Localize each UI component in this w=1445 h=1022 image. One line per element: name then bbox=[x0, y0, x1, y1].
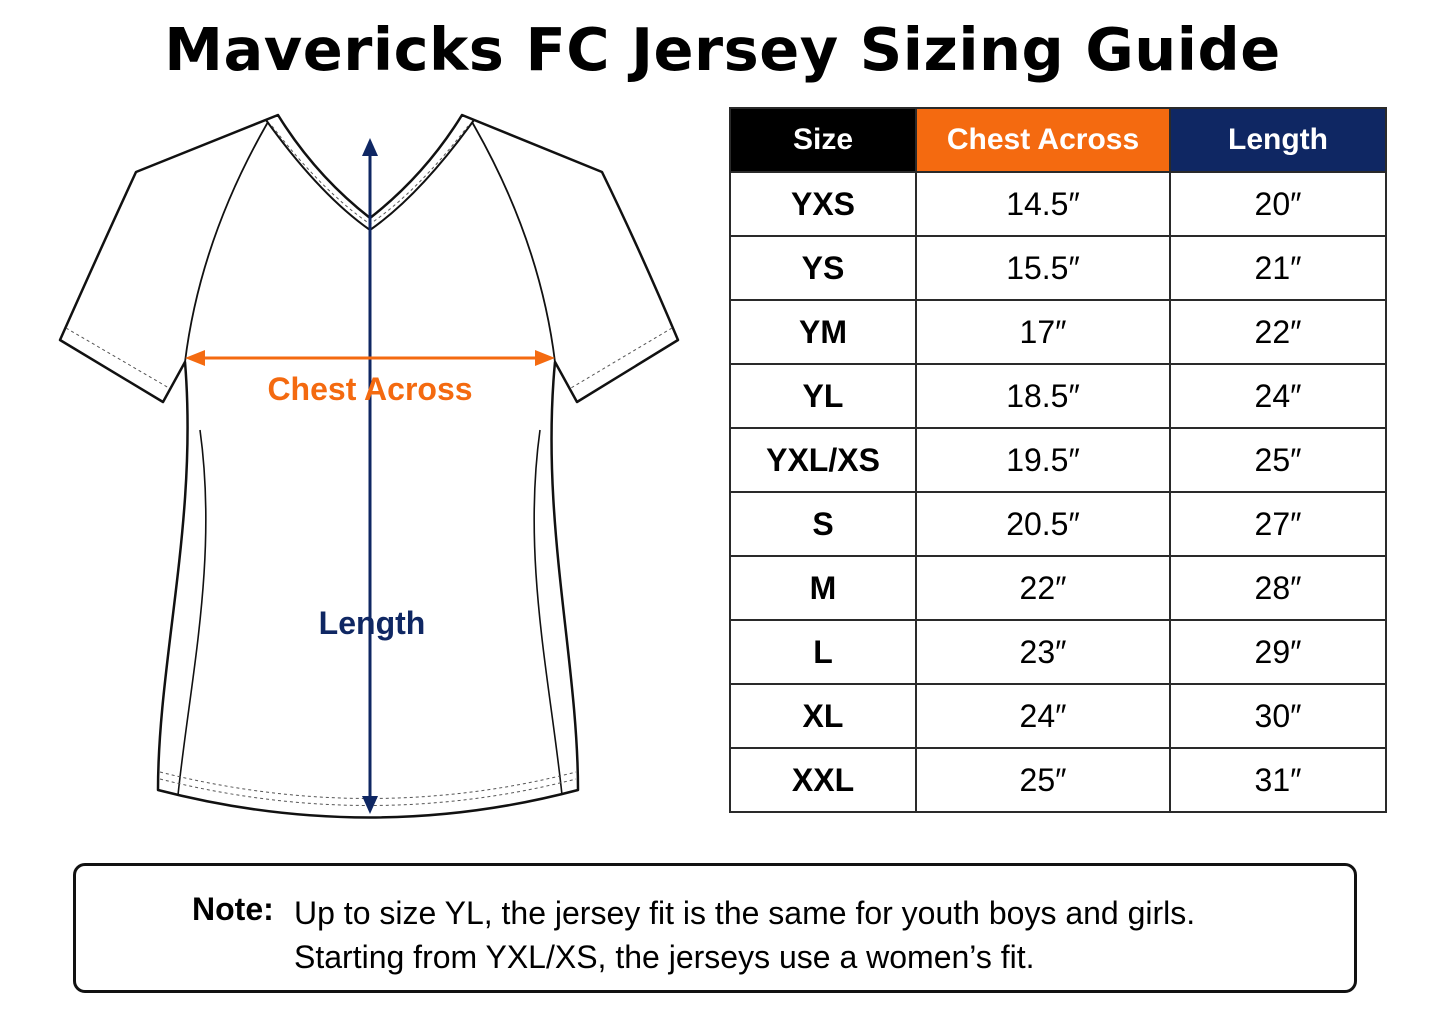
chest-cell: 24″ bbox=[915, 683, 1171, 749]
header-chest-across: Chest Across bbox=[915, 107, 1171, 173]
size-cell: YL bbox=[729, 363, 917, 429]
length-cell: 25″ bbox=[1169, 427, 1387, 493]
size-cell: YXL/XS bbox=[729, 427, 917, 493]
raglan-seam-right bbox=[471, 121, 556, 363]
table-row: M 22″ 28″ bbox=[729, 555, 1387, 621]
header-length: Length bbox=[1169, 107, 1387, 173]
note-line-2: Starting from YXL/XS, the jerseys use a … bbox=[294, 939, 1035, 975]
length-cell: 24″ bbox=[1169, 363, 1387, 429]
note-line-1: Up to size YL, the jersey fit is the sam… bbox=[294, 895, 1196, 931]
size-cell: M bbox=[729, 555, 917, 621]
chest-cell: 19.5″ bbox=[915, 427, 1171, 493]
length-label: Length bbox=[319, 605, 426, 641]
chest-cell: 25″ bbox=[915, 747, 1171, 813]
table-row: S 20.5″ 27″ bbox=[729, 491, 1387, 557]
length-cell: 30″ bbox=[1169, 683, 1387, 749]
side-panel-right bbox=[533, 429, 563, 796]
size-cell: XL bbox=[729, 683, 917, 749]
chest-cell: 23″ bbox=[915, 619, 1171, 685]
chest-cell: 17″ bbox=[915, 299, 1171, 365]
table-row: XL 24″ 30″ bbox=[729, 683, 1387, 749]
chest-cell: 22″ bbox=[915, 555, 1171, 621]
chest-cell: 20.5″ bbox=[915, 491, 1171, 557]
length-cell: 29″ bbox=[1169, 619, 1387, 685]
chest-arrow bbox=[185, 350, 555, 366]
length-cell: 22″ bbox=[1169, 299, 1387, 365]
size-cell: S bbox=[729, 491, 917, 557]
chest-across-label: Chest Across bbox=[267, 371, 472, 407]
note-text: Up to size YL, the jersey fit is the sam… bbox=[294, 891, 1195, 979]
table-row: YM 17″ 22″ bbox=[729, 299, 1387, 365]
table-row: L 23″ 29″ bbox=[729, 619, 1387, 685]
chest-cell: 14.5″ bbox=[915, 171, 1171, 237]
size-table: Size Chest Across Length YXS 14.5″ 20″ Y… bbox=[729, 107, 1387, 813]
table-row: XXL 25″ 31″ bbox=[729, 747, 1387, 813]
jersey-diagram: Chest Across Length bbox=[58, 113, 680, 819]
length-cell: 27″ bbox=[1169, 491, 1387, 557]
length-cell: 21″ bbox=[1169, 235, 1387, 301]
size-cell: YM bbox=[729, 299, 917, 365]
note-label: Note: bbox=[192, 891, 274, 927]
side-panel-left bbox=[177, 429, 207, 796]
raglan-seam-left bbox=[184, 121, 269, 363]
sleeve-hem-left bbox=[65, 327, 170, 389]
page-title: Mavericks FC Jersey Sizing Guide bbox=[164, 15, 1281, 84]
length-cell: 28″ bbox=[1169, 555, 1387, 621]
sleeve-hem-right bbox=[570, 327, 673, 389]
note-box: Note: Up to size YL, the jersey fit is t… bbox=[73, 863, 1357, 993]
header-size: Size bbox=[729, 107, 917, 173]
table-row: YXS 14.5″ 20″ bbox=[729, 171, 1387, 237]
size-cell: YS bbox=[729, 235, 917, 301]
size-cell: L bbox=[729, 619, 917, 685]
table-row: YXL/XS 19.5″ 25″ bbox=[729, 427, 1387, 493]
length-arrow bbox=[362, 138, 378, 814]
table-row: YS 15.5″ 21″ bbox=[729, 235, 1387, 301]
chest-cell: 18.5″ bbox=[915, 363, 1171, 429]
chest-cell: 15.5″ bbox=[915, 235, 1171, 301]
size-cell: XXL bbox=[729, 747, 917, 813]
length-cell: 31″ bbox=[1169, 747, 1387, 813]
table-row: YL 18.5″ 24″ bbox=[729, 363, 1387, 429]
size-cell: YXS bbox=[729, 171, 917, 237]
length-cell: 20″ bbox=[1169, 171, 1387, 237]
table-header-row: Size Chest Across Length bbox=[729, 107, 1387, 173]
